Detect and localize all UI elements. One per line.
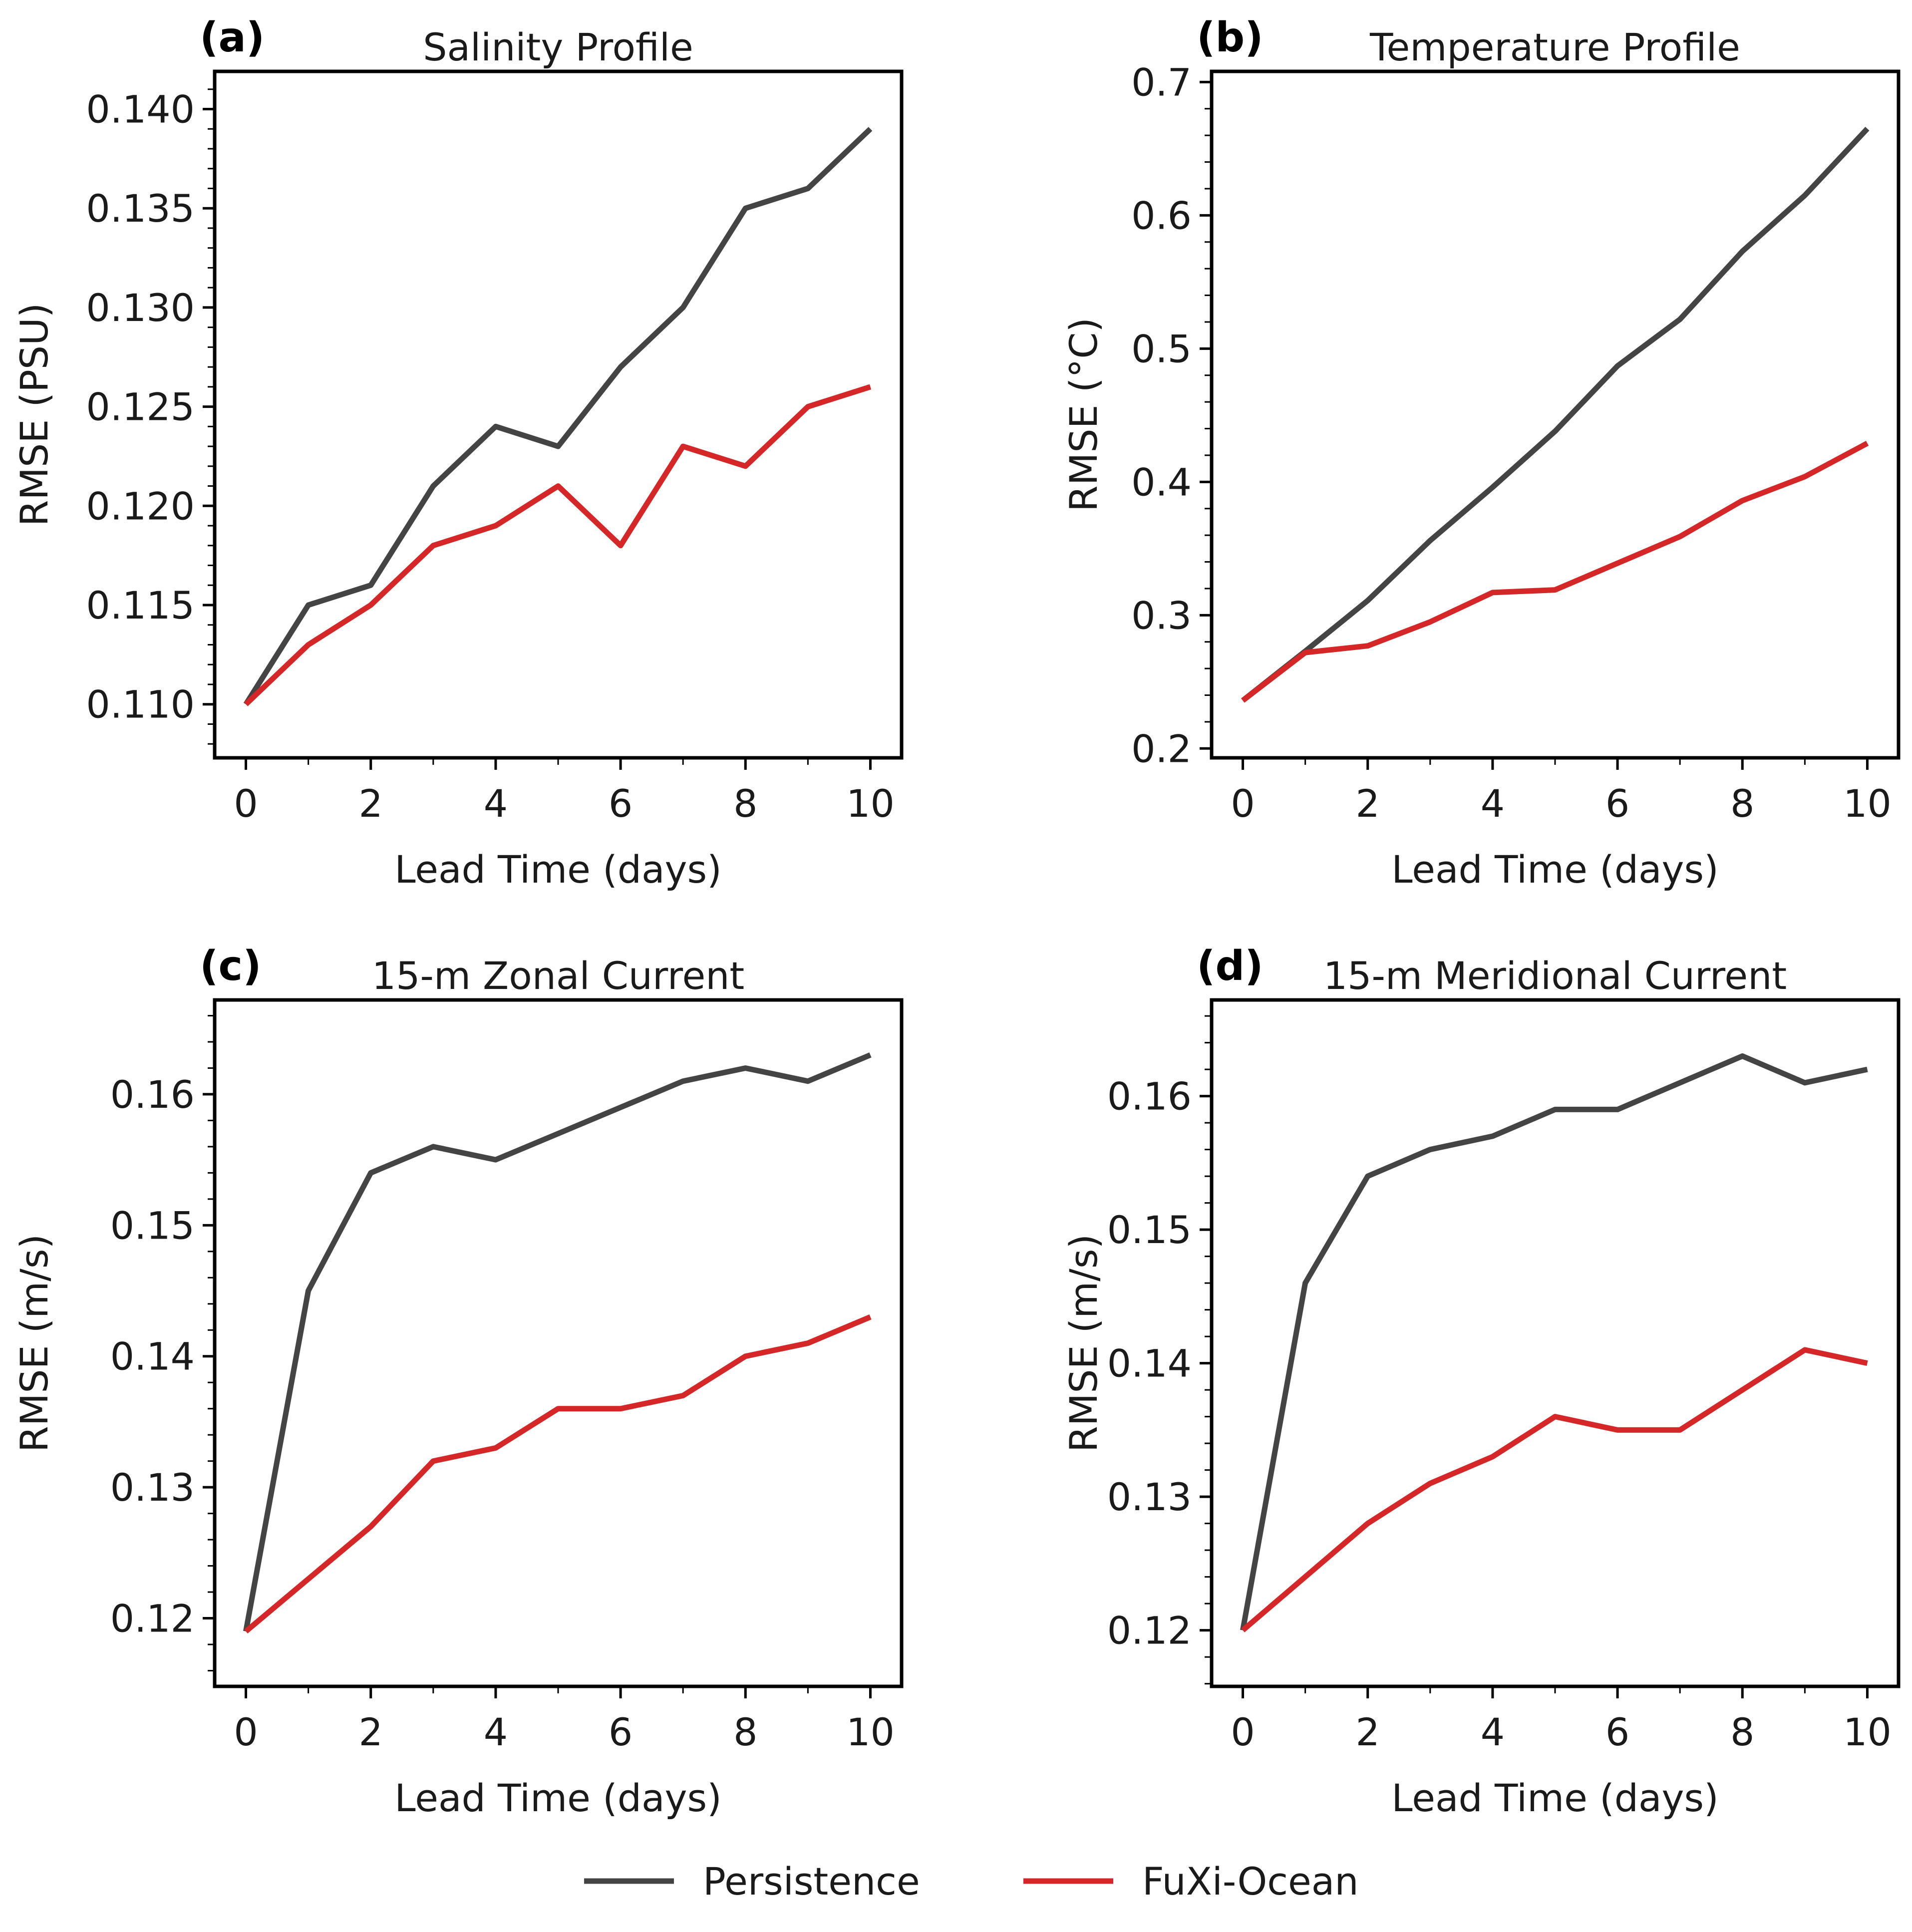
panel-title: Temperature Profile xyxy=(1369,25,1740,69)
axes-frame xyxy=(1210,998,1901,1688)
x-tick-label: 6 xyxy=(1605,1710,1629,1754)
x-axis-label: Lead Time (days) xyxy=(1391,847,1719,892)
y-tick-label: 0.13 xyxy=(110,1465,195,1510)
x-tick-label: 8 xyxy=(1730,781,1754,826)
legend-label-persistence: Persistence xyxy=(703,1859,920,1904)
x-tick-label: 2 xyxy=(359,1710,383,1754)
y-tick-label: 0.135 xyxy=(86,186,195,231)
x-tick-label: 6 xyxy=(609,1710,633,1754)
x-tick-label: 8 xyxy=(733,781,757,826)
series-line-persistence xyxy=(1241,127,1870,703)
y-tick-label: 0.6 xyxy=(1131,193,1192,238)
y-tick-label: 0.115 xyxy=(86,583,195,628)
x-axis-label: Lead Time (days) xyxy=(394,1776,722,1820)
x-tick-label: 8 xyxy=(733,1710,757,1754)
panel-letter: (c) xyxy=(200,943,262,990)
panel-temperature: 0.2 0.3 0.4 0.5 0.6 0.7 0 2 4 6 8 10 Temperature Pro… xyxy=(1061,14,1901,892)
panel-meridional-current: 0.12 0.13 0.14 0.15 0.16 0 2 4 6 8 10 15-m Meridion… xyxy=(1061,943,1901,1820)
x-tick-label: 10 xyxy=(1843,1710,1892,1754)
series-line-persistence xyxy=(1240,1053,1868,1631)
axes-frame xyxy=(213,998,904,1688)
series-line-persistence xyxy=(243,1052,872,1632)
y-tick-label: 0.15 xyxy=(110,1203,195,1248)
y-axis-label: RMSE (m/s) xyxy=(1061,1234,1106,1452)
y-tick-label: 0.130 xyxy=(86,286,195,330)
x-tick-label: 6 xyxy=(609,781,633,826)
y-axis-label: RMSE (m/s) xyxy=(12,1234,56,1452)
y-tick-label: 0.7 xyxy=(1131,60,1192,104)
x-tick-label: 4 xyxy=(1481,781,1505,826)
series-line-fuxi-ocean xyxy=(244,384,872,706)
y-tick-label: 0.12 xyxy=(110,1597,195,1641)
x-tick-label: 2 xyxy=(1356,781,1380,826)
panel-zonal-current: 0.12 0.13 0.14 0.15 0.16 0 2 4 6 8 10 15-m Zonal Cu… xyxy=(12,943,904,1820)
legend-label-fuxi-ocean: FuXi-Ocean xyxy=(1142,1859,1359,1904)
x-axis-label: Lead Time (days) xyxy=(1391,1776,1719,1820)
x-tick-label: 10 xyxy=(846,781,895,826)
y-tick-label: 0.2 xyxy=(1131,726,1192,771)
y-axis-label: RMSE (PSU) xyxy=(12,303,56,527)
axes-frame xyxy=(1210,69,1901,760)
panel-title: Salinity Profile xyxy=(423,25,693,69)
panel-title: 15-m Meridional Current xyxy=(1323,954,1787,998)
x-tick-label: 10 xyxy=(846,1710,895,1754)
x-tick-label: 4 xyxy=(484,1710,508,1754)
y-tick-label: 0.14 xyxy=(110,1334,195,1379)
y-tick-label: 0.125 xyxy=(86,385,195,429)
series-line-fuxi-ocean xyxy=(1241,1347,1868,1632)
x-tick-label: 10 xyxy=(1843,781,1892,826)
panel-salinity: 0.110 0.115 0.120 0.125 0.130 0.135 0.140 0 2 4 6 8… xyxy=(12,14,904,892)
y-tick-label: 0.12 xyxy=(1107,1609,1192,1653)
y-tick-label: 0.110 xyxy=(86,682,195,727)
x-tick-label: 4 xyxy=(1481,1710,1505,1754)
x-tick-label: 0 xyxy=(1231,781,1255,826)
panel-letter: (d) xyxy=(1197,943,1264,990)
series-line-fuxi-ocean xyxy=(244,1314,872,1634)
x-tick-label: 0 xyxy=(234,781,258,826)
x-tick-label: 2 xyxy=(359,781,383,826)
series-line-persistence xyxy=(243,127,873,706)
series-line-fuxi-ocean xyxy=(1241,441,1869,703)
x-axis-label: Lead Time (days) xyxy=(394,847,722,892)
y-tick-label: 0.16 xyxy=(110,1072,195,1117)
x-tick-label: 2 xyxy=(1356,1710,1380,1754)
y-tick-label: 0.140 xyxy=(86,87,195,132)
x-tick-label: 8 xyxy=(1730,1710,1754,1754)
y-tick-label: 0.3 xyxy=(1131,593,1192,638)
panel-letter: (b) xyxy=(1197,14,1264,61)
panel-title: 15-m Zonal Current xyxy=(372,954,744,998)
y-tick-label: 0.13 xyxy=(1107,1475,1192,1519)
axes-frame xyxy=(213,69,904,760)
x-tick-label: 0 xyxy=(1231,1710,1255,1754)
y-tick-label: 0.4 xyxy=(1131,460,1192,504)
x-tick-label: 6 xyxy=(1605,781,1629,826)
y-tick-label: 0.14 xyxy=(1107,1341,1192,1386)
y-tick-label: 0.5 xyxy=(1131,326,1192,371)
x-tick-label: 4 xyxy=(484,781,508,826)
x-tick-label: 0 xyxy=(234,1710,258,1754)
y-tick-label: 0.15 xyxy=(1107,1208,1192,1252)
y-axis-label: RMSE (°C) xyxy=(1061,318,1106,512)
legend: Persistence FuXi-Ocean xyxy=(584,1859,1359,1904)
y-tick-label: 0.16 xyxy=(1107,1074,1192,1119)
panel-letter: (a) xyxy=(200,14,265,61)
y-tick-label: 0.120 xyxy=(86,484,195,528)
